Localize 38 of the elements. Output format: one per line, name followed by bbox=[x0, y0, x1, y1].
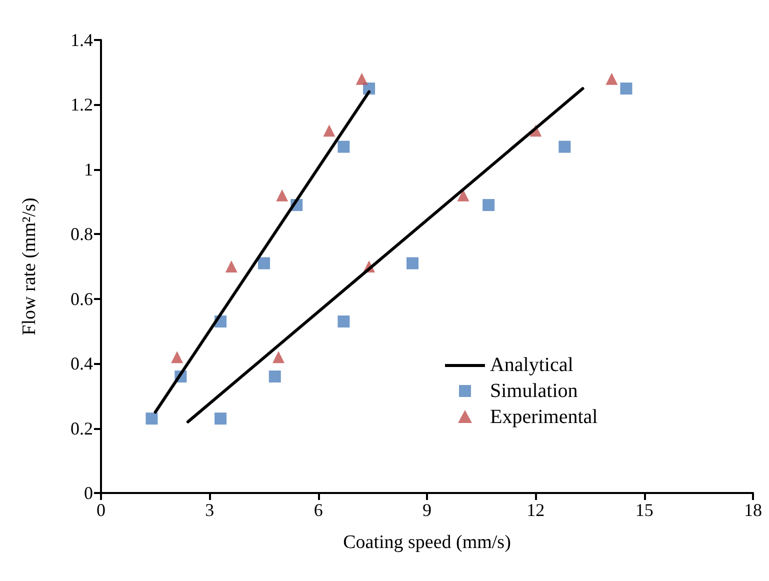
y-tick-label: 0.8 bbox=[70, 224, 93, 244]
point bbox=[482, 199, 495, 212]
point bbox=[620, 82, 632, 95]
x-tick-label: 18 bbox=[744, 500, 762, 520]
legend-label: Simulation bbox=[490, 380, 578, 402]
x-axis-title: Coating speed (mm/s) bbox=[343, 532, 511, 553]
y-tick-label: 1.2 bbox=[70, 94, 93, 115]
legend-label: Experimental bbox=[490, 406, 598, 428]
x-tick-label: 9 bbox=[422, 500, 432, 520]
x-tick-label: 0 bbox=[96, 500, 106, 520]
point bbox=[258, 257, 270, 270]
y-tick-label: 0 bbox=[84, 483, 93, 503]
point bbox=[146, 412, 158, 425]
legend-label: Analytical bbox=[490, 354, 574, 376]
y-tick-label: 0.4 bbox=[70, 354, 93, 374]
y-tick-label: 0.6 bbox=[70, 288, 93, 309]
point bbox=[606, 72, 618, 85]
point bbox=[558, 140, 571, 153]
point bbox=[268, 370, 281, 383]
point bbox=[356, 72, 368, 85]
y-tick-label: 1.4 bbox=[70, 30, 93, 50]
point bbox=[457, 189, 470, 202]
y-tick-label: 1 bbox=[84, 159, 93, 180]
y-tick-label: 0.2 bbox=[70, 418, 93, 438]
x-tick-label: 12 bbox=[526, 500, 545, 520]
point bbox=[406, 257, 419, 270]
point bbox=[323, 124, 336, 137]
point bbox=[338, 140, 350, 153]
point bbox=[272, 351, 284, 364]
point bbox=[214, 412, 227, 425]
point bbox=[276, 189, 288, 202]
x-tick-label: 15 bbox=[635, 500, 654, 520]
x-tick-label: 3 bbox=[205, 500, 214, 520]
point bbox=[225, 260, 238, 272]
point bbox=[338, 316, 350, 328]
y-axis-title: Flow rate (mm²/s) bbox=[19, 198, 40, 336]
x-tick-label: 6 bbox=[314, 500, 323, 520]
point bbox=[171, 351, 184, 364]
